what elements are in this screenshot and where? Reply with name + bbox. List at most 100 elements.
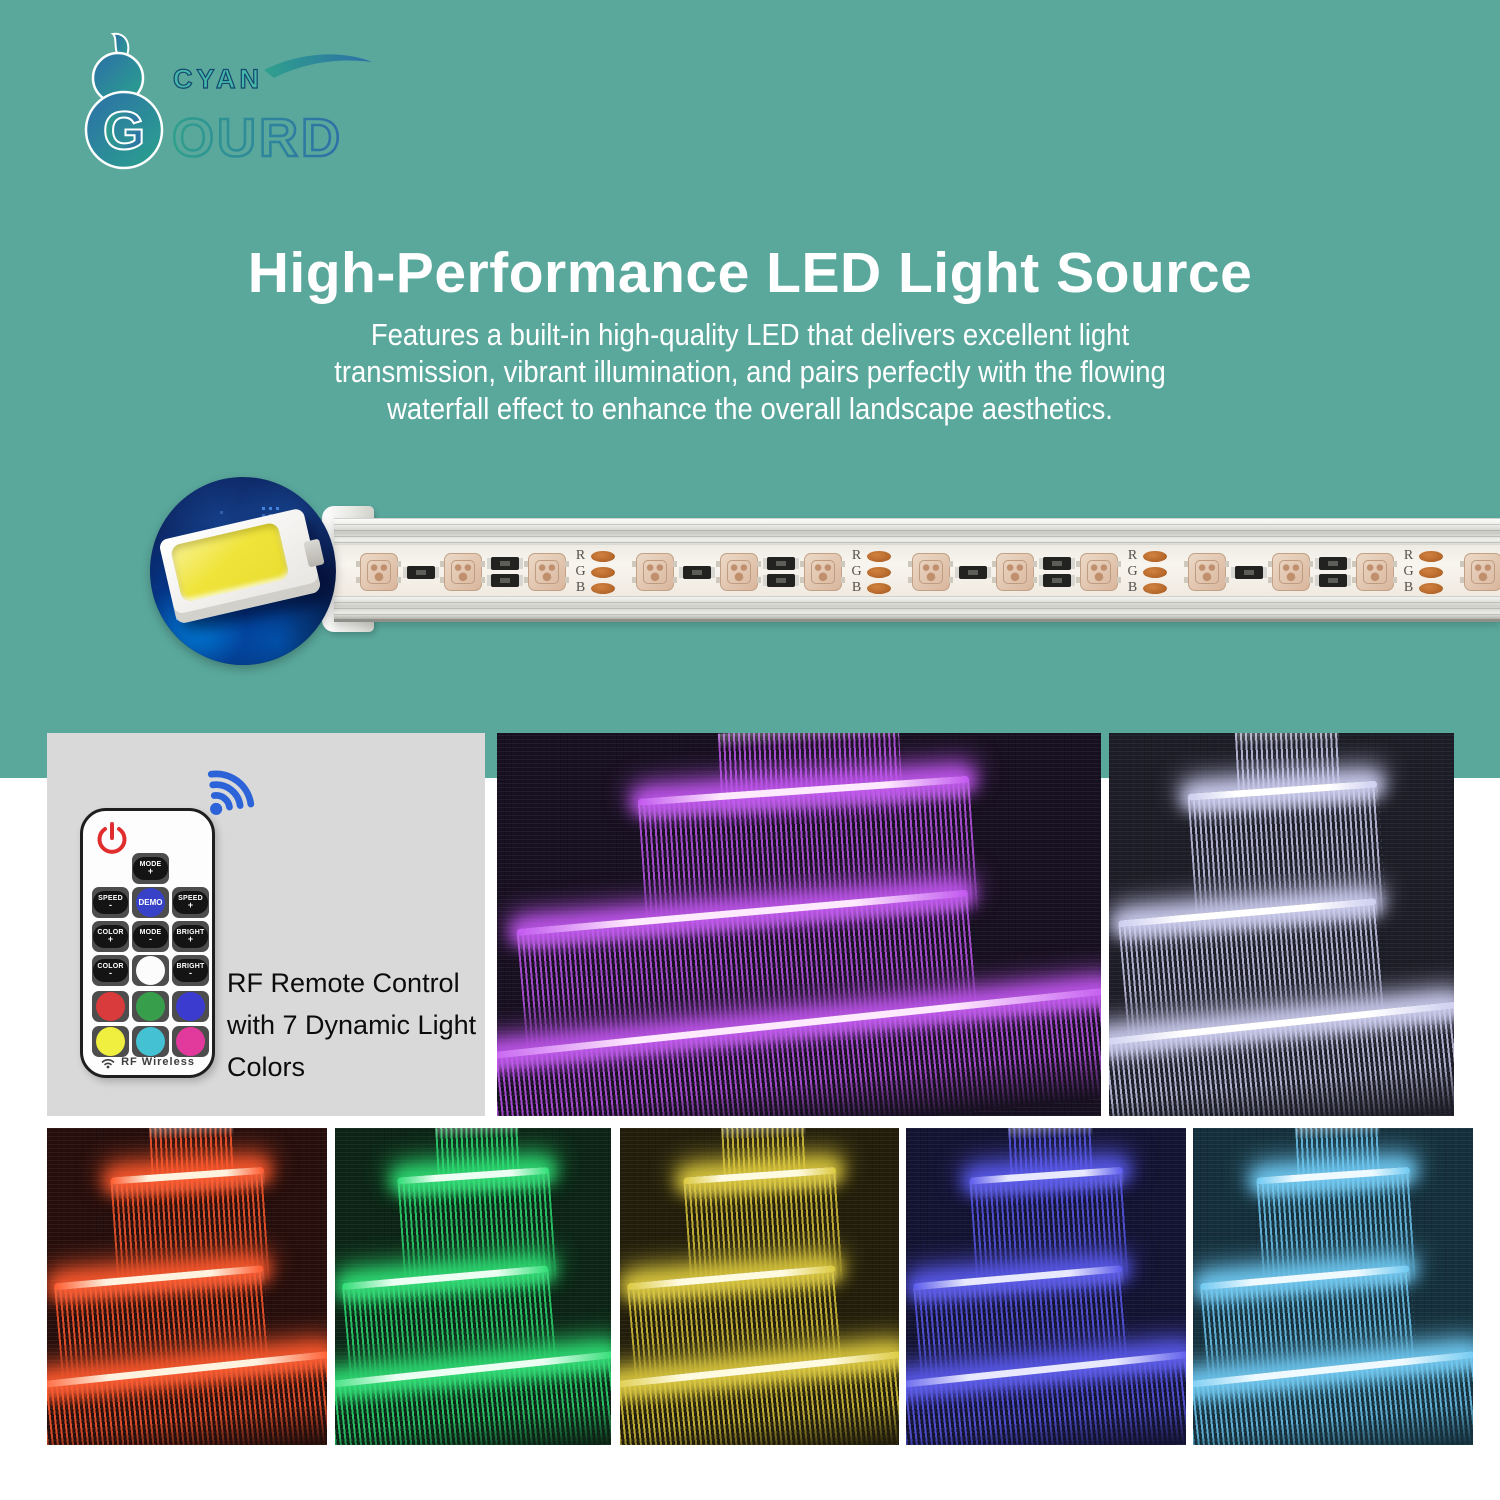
button-tile: MODE - (132, 921, 169, 952)
logo-word-bottom: OURD (172, 108, 343, 168)
resistor (763, 557, 795, 570)
rgb-pad-label: G (575, 564, 586, 579)
power-icon (97, 822, 127, 854)
rf-remote-control: MODE + SPEED - DEMO (80, 808, 215, 1078)
resistor-group (1231, 565, 1263, 579)
rgb-pad-row: B (851, 580, 903, 595)
waterfall-photo-green (335, 1128, 611, 1445)
rgb-pad-label: B (851, 580, 862, 595)
remote-row-6 (92, 1026, 209, 1057)
hero-section: G CYAN OURD High-Performance LED Light S… (0, 0, 1500, 778)
led-channel-top-flange (334, 518, 1500, 545)
remote-row-3: COLOR + MODE - BRIGHT + (92, 921, 209, 952)
remote-row-1: MODE + (92, 853, 209, 884)
resistor-group (955, 565, 987, 579)
color-minus-button: COLOR - (93, 959, 128, 982)
resistor-group (403, 565, 435, 579)
rgb-pad-label: B (575, 580, 586, 595)
button-tile: MODE + (132, 853, 169, 884)
button-tile: COLOR - (92, 955, 129, 986)
rgb-pad-row: B (575, 580, 627, 595)
smd-5050-led (524, 553, 566, 591)
smd-5050-led (800, 553, 842, 591)
resistor (1231, 565, 1263, 579)
button-tile: BRIGHT - (172, 955, 209, 986)
solder-pad (591, 582, 615, 594)
button-tile: COLOR + (92, 921, 129, 952)
solder-pad (591, 566, 615, 578)
led-channel-bottom-flange (334, 596, 1500, 622)
button-tile: SPEED - (92, 887, 129, 918)
hero-description-line: transmission, vibrant illumination, and … (334, 355, 1166, 390)
rgb-pad-label: G (851, 564, 862, 579)
rgb-pad-label: G (1127, 564, 1138, 579)
resistor (1039, 557, 1071, 570)
rgb-pad-label: B (1403, 580, 1414, 595)
button-tile (132, 1026, 169, 1057)
remote-row-4: COLOR - BRIGHT - (92, 955, 209, 986)
smd-5050-led (908, 553, 950, 591)
logo-monogram: G (103, 101, 145, 161)
solder-pad (1143, 566, 1167, 578)
remote-panel: MODE + SPEED - DEMO (47, 733, 485, 1116)
waterfall-photo-yellow (620, 1128, 899, 1445)
button-tile (92, 991, 129, 1022)
demo-button: DEMO (136, 888, 165, 917)
red-color-button (96, 992, 125, 1021)
bright-plus-button: BRIGHT + (173, 925, 208, 948)
smd-5050-led (1184, 553, 1226, 591)
waterfall-photo-white (1109, 733, 1454, 1116)
smd-5050-led (1460, 553, 1500, 591)
remote-caption: RF Remote Control with 7 Dynamic Light C… (227, 963, 485, 1089)
resistor-group (1315, 557, 1347, 587)
solder-pad (591, 550, 615, 562)
solder-pad (1419, 582, 1443, 594)
blue-color-button (176, 992, 205, 1021)
smd-5050-led (440, 553, 482, 591)
rgb-pad-row: R (1127, 549, 1179, 563)
rgb-pad-row: G (851, 564, 903, 579)
remote-footer: RF Wireless (83, 1055, 212, 1069)
solder-pad (1143, 582, 1167, 594)
waterfall-photo-blue (906, 1128, 1186, 1445)
resistor-group (1039, 557, 1071, 587)
smd-5050-led (716, 553, 758, 591)
resistor-group (487, 557, 519, 587)
rf-signal-icon (207, 770, 255, 815)
solder-pad (867, 550, 891, 562)
rgb-pad-label: B (1127, 580, 1138, 595)
led-chip-inset (150, 477, 336, 665)
rgb-pad-row: G (1127, 564, 1179, 579)
solder-pad (1419, 550, 1443, 562)
rgb-pad-label: R (1403, 548, 1414, 563)
led-phosphor-window (169, 521, 290, 603)
smd-5050-led (1076, 553, 1118, 591)
gourd-icon: G (84, 32, 164, 170)
smd-5050-led (1268, 553, 1310, 591)
magenta-color-button (176, 1027, 205, 1056)
resistor (763, 574, 795, 587)
speed-plus-button: SPEED + (173, 891, 208, 914)
rgb-pad-row: R (851, 549, 903, 563)
waterfall-photo-red (47, 1128, 327, 1445)
hero-description-line: Features a built-in high-quality LED tha… (370, 318, 1130, 352)
rgb-pad-row: R (1403, 548, 1455, 563)
mode-minus-button: MODE - (133, 925, 168, 948)
brand-logo: G CYAN OURD (84, 32, 372, 170)
caption-line: RF Remote Control (227, 968, 460, 998)
hero-description: Features a built-in high-quality LED tha… (75, 317, 1425, 429)
resistor (1039, 574, 1071, 587)
solder-pad (867, 566, 891, 578)
resistor (1315, 574, 1347, 587)
resistor (403, 565, 435, 579)
solder-pad (1419, 566, 1443, 578)
hero-description-line: waterfall effect to enhance the overall … (387, 392, 1113, 427)
caption-line: with 7 Dynamic Light Colors (227, 1009, 477, 1082)
cyan-color-button (136, 1027, 165, 1056)
rgb-pad-row: G (1403, 565, 1455, 579)
button-tile (172, 991, 209, 1022)
resistor (487, 574, 519, 587)
